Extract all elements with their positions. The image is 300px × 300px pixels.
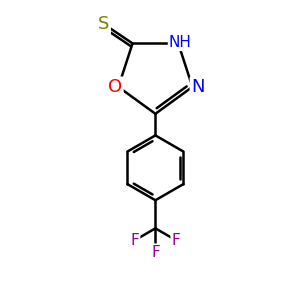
Text: F: F bbox=[130, 233, 139, 248]
Text: NH: NH bbox=[169, 35, 192, 50]
Text: S: S bbox=[98, 15, 110, 33]
Text: F: F bbox=[151, 244, 160, 260]
Text: O: O bbox=[108, 78, 122, 96]
Text: N: N bbox=[191, 78, 205, 96]
Text: F: F bbox=[172, 233, 180, 248]
